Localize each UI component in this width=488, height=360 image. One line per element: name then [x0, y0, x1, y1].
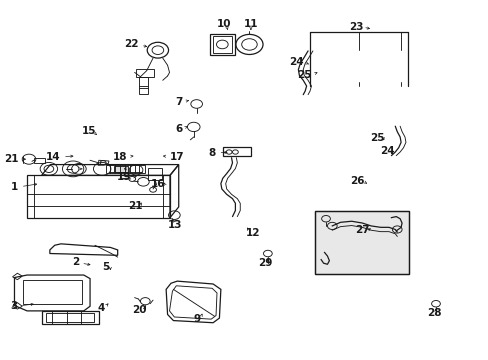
Bar	[209, 34, 234, 55]
Text: 9: 9	[193, 314, 200, 324]
Text: 25: 25	[370, 133, 385, 143]
Text: 18: 18	[113, 152, 127, 162]
Bar	[314, 211, 408, 274]
Text: 3: 3	[10, 301, 18, 311]
Text: 7: 7	[175, 97, 183, 107]
Bar	[223, 147, 250, 156]
Text: 26: 26	[349, 176, 364, 186]
Text: 13: 13	[167, 220, 182, 230]
Text: 11: 11	[243, 19, 258, 29]
Text: 27: 27	[354, 225, 369, 235]
Text: 24: 24	[289, 57, 304, 67]
Bar	[314, 211, 408, 274]
Text: 12: 12	[245, 228, 260, 238]
Bar	[135, 69, 154, 77]
Bar	[46, 313, 94, 322]
Bar	[148, 168, 162, 180]
Bar	[213, 36, 231, 53]
Text: 4: 4	[97, 303, 104, 314]
Bar	[34, 158, 44, 163]
Text: 19: 19	[116, 172, 130, 182]
Text: 6: 6	[176, 124, 183, 134]
Text: 1: 1	[11, 182, 19, 192]
Text: 24: 24	[380, 145, 394, 156]
Text: 22: 22	[124, 40, 138, 49]
Text: 2: 2	[72, 257, 79, 267]
Bar	[114, 166, 127, 172]
Text: 17: 17	[169, 152, 184, 162]
Text: 28: 28	[426, 309, 440, 318]
Text: 21: 21	[128, 201, 142, 211]
Text: 16: 16	[150, 179, 165, 189]
Text: 21: 21	[4, 154, 19, 164]
Text: 23: 23	[348, 22, 363, 32]
Text: 8: 8	[208, 148, 216, 158]
Text: 29: 29	[258, 258, 272, 268]
Bar	[41, 311, 99, 324]
Text: 15: 15	[81, 126, 96, 136]
Bar	[105, 165, 145, 173]
Text: 10: 10	[217, 19, 231, 29]
Text: 25: 25	[296, 70, 311, 80]
Bar	[139, 77, 148, 94]
Text: 20: 20	[132, 305, 146, 315]
Text: 14: 14	[46, 152, 61, 162]
Text: 5: 5	[102, 262, 109, 272]
